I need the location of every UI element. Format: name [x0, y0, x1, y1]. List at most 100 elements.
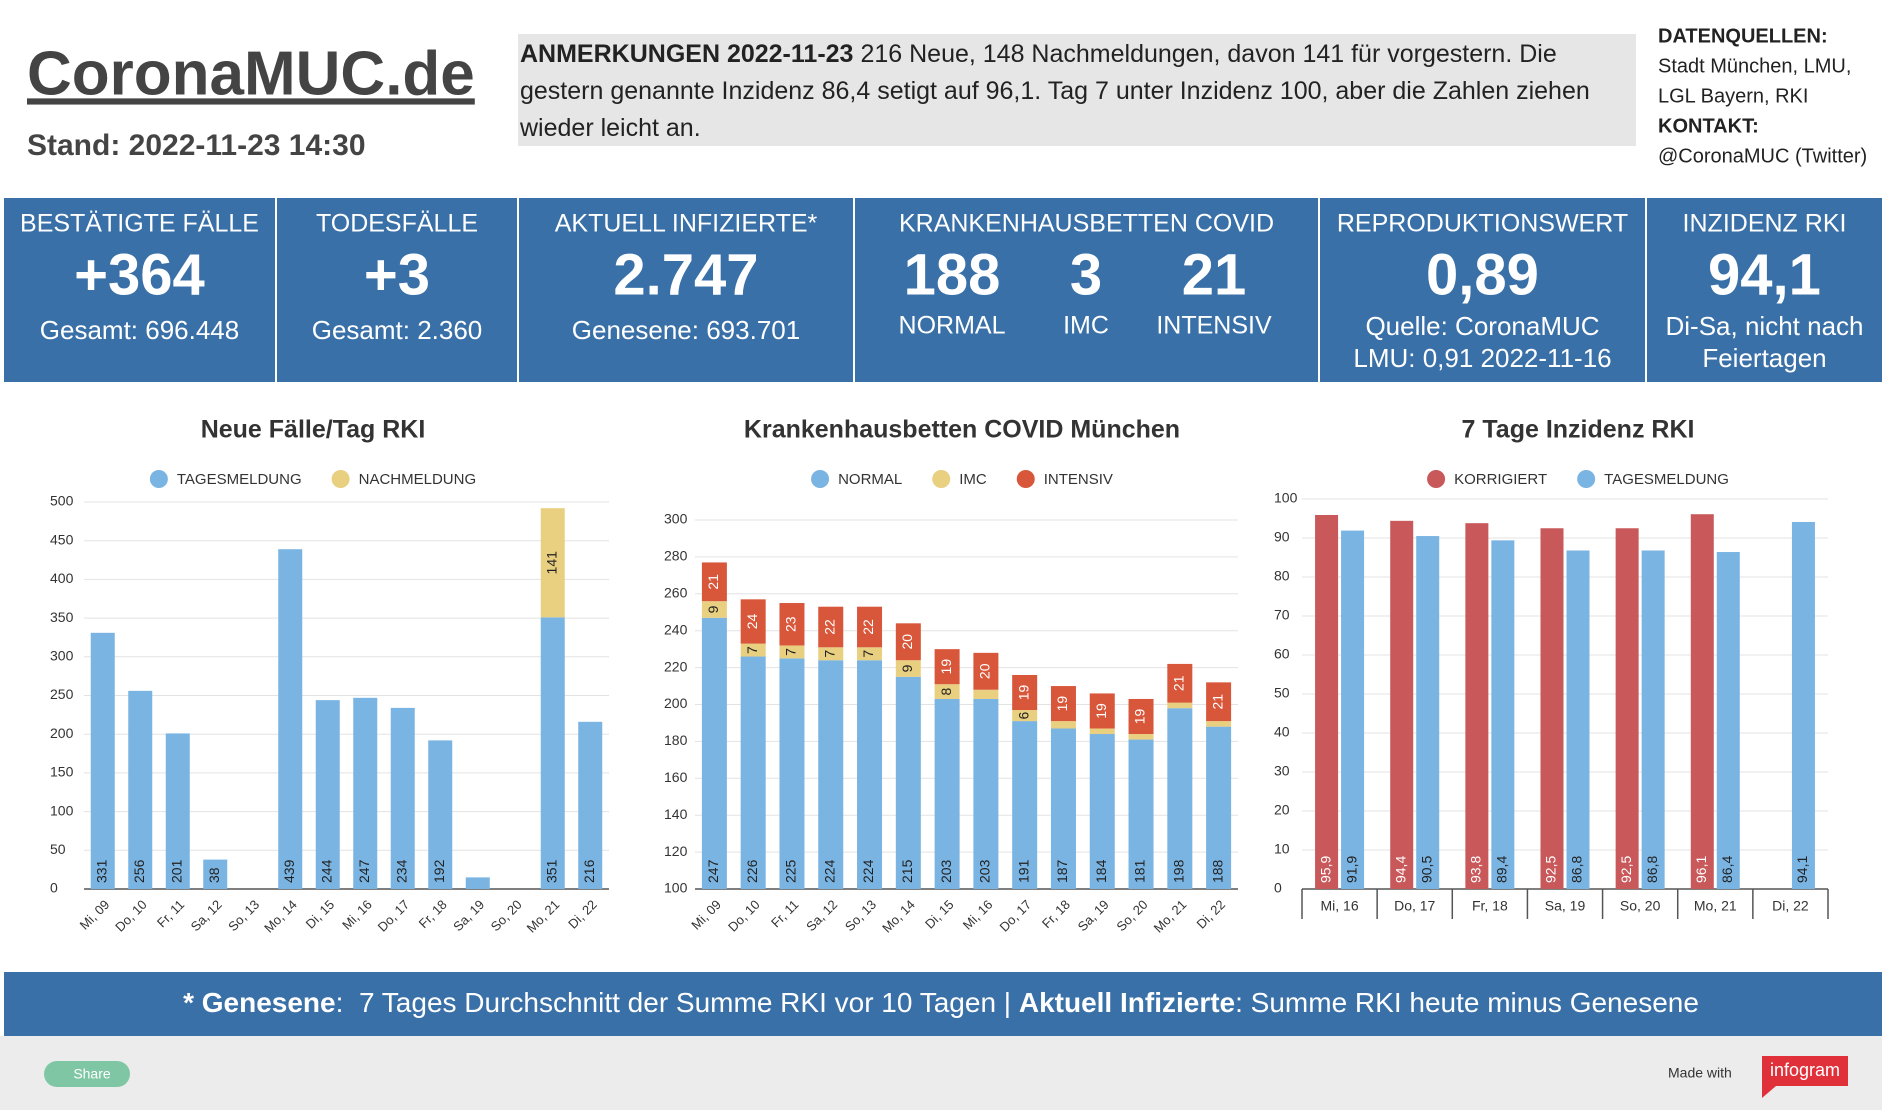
legend-label: IMC	[959, 471, 987, 488]
value-label: 19	[938, 659, 954, 675]
kpi-sub: Quelle: CoronaMUC	[1365, 311, 1599, 341]
x-tick-label: Sa, 19	[1545, 898, 1586, 914]
x-tick-label: So, 20	[1113, 897, 1150, 934]
bar	[934, 684, 960, 699]
bar	[1167, 663, 1193, 703]
value-label: 198	[1171, 859, 1187, 883]
y-tick-label: 20	[1274, 802, 1290, 818]
value-label: 22	[860, 619, 876, 635]
notes-label: ANMERKUNGEN 2022-11-23	[520, 40, 854, 68]
bar	[779, 603, 805, 646]
bar	[740, 599, 766, 644]
y-tick-label: 220	[664, 658, 688, 674]
x-tick-label: Fr, 18	[1039, 897, 1073, 931]
bar	[578, 721, 603, 889]
legend-swatch	[331, 470, 350, 488]
value-label: 7	[783, 648, 799, 656]
y-tick-label: 50	[1274, 685, 1290, 701]
bar	[934, 649, 960, 685]
value-label: 22	[821, 619, 837, 635]
value-label: 188	[1209, 859, 1225, 883]
value-label: 90,5	[1418, 856, 1434, 883]
bar	[1416, 536, 1440, 889]
value-label: 19	[1093, 703, 1109, 719]
bar	[1791, 522, 1815, 889]
sources-line: LGL Bayern, RKI	[1658, 85, 1808, 107]
bar	[128, 690, 153, 889]
site-title: CoronaMUC.de	[27, 39, 475, 108]
x-tick-label: Di, 22	[565, 897, 600, 932]
footer-band	[4, 972, 1882, 1036]
x-tick-label: So, 13	[225, 897, 262, 934]
x-tick-label: Do, 17	[997, 897, 1035, 935]
kpi-sub: Feiertagen	[1702, 343, 1826, 373]
notes-text: 216 Neue, 148 Nachmeldungen, davon 141 f…	[520, 40, 1590, 142]
legend-label: KORRIGIERT	[1454, 471, 1547, 488]
legend-swatch	[932, 470, 951, 488]
y-tick-label: 70	[1274, 607, 1290, 623]
value-label: 7	[744, 646, 760, 654]
y-tick-label: 10	[1274, 841, 1290, 857]
bar	[818, 606, 844, 648]
value-label: 19	[1054, 696, 1070, 712]
chart-title: Krankenhausbetten COVID München	[744, 416, 1180, 444]
y-tick-label: 100	[1274, 490, 1298, 506]
x-tick-label: Do, 17	[375, 897, 413, 935]
bar	[1128, 734, 1154, 740]
value-label: 89,4	[1494, 856, 1510, 883]
bar	[779, 658, 805, 889]
kpi-title: INZIDENZ RKI	[1683, 210, 1847, 238]
sources-label: DATENQUELLEN:	[1658, 25, 1828, 47]
bar	[1050, 728, 1076, 889]
y-tick-label: 300	[50, 648, 74, 664]
bar	[1050, 686, 1076, 722]
sources-line: Stadt München, LMU,	[1658, 55, 1851, 77]
kpi-title: REPRODUKTIONSWERT	[1337, 210, 1628, 238]
y-tick-label: 280	[664, 548, 688, 564]
infogram-logo[interactable]: infogram	[1762, 1056, 1848, 1098]
bar	[701, 617, 727, 889]
value-label: 19	[1132, 708, 1148, 724]
kpi-value: 0,89	[1426, 242, 1539, 307]
bar	[90, 632, 115, 889]
value-label: 24	[744, 613, 760, 629]
kpi-sub: Di-Sa, nicht nach	[1666, 311, 1864, 341]
share-button[interactable]: Share	[44, 1061, 130, 1087]
legend-label: TAGESMELDUNG	[1604, 471, 1729, 488]
kpi-title: KRANKENHAUSBETTEN COVID	[899, 210, 1274, 238]
bar	[165, 733, 190, 889]
chart-title: Neue Fälle/Tag RKI	[201, 416, 426, 444]
bar	[1690, 514, 1714, 889]
x-tick-label: Fr, 18	[1472, 898, 1508, 914]
bar	[973, 698, 999, 889]
value-label: 6	[1015, 711, 1031, 719]
x-tick-label: Do, 10	[112, 897, 150, 935]
value-label: 224	[860, 859, 876, 883]
x-tick-label: Mo, 21	[524, 897, 563, 936]
value-label: 191	[1015, 859, 1031, 883]
bar	[1465, 523, 1489, 889]
value-label: 8	[938, 687, 954, 695]
bar	[1089, 734, 1115, 889]
value-label: 225	[783, 859, 799, 883]
value-label: 95,9	[1317, 856, 1333, 883]
bar	[465, 877, 490, 889]
y-tick-label: 80	[1274, 568, 1290, 584]
bar	[973, 689, 999, 699]
value-label: 9	[705, 605, 721, 613]
value-label: 86,8	[1569, 856, 1585, 883]
value-label: 247	[356, 859, 372, 883]
x-tick-label: Fr, 18	[416, 897, 450, 931]
kpi-sub: Genesene: 693.701	[572, 315, 800, 345]
bar	[1390, 520, 1414, 889]
bar	[1089, 693, 1115, 729]
kpi-item-label: NORMAL	[899, 312, 1006, 340]
value-label: 9	[899, 664, 915, 672]
y-tick-label: 200	[50, 725, 74, 741]
legend-swatch	[1427, 470, 1446, 488]
kpi-value: 94,1	[1708, 242, 1821, 307]
legend-label: TAGESMELDUNG	[177, 471, 302, 488]
stand: Stand: 2022-11-23 14:30	[27, 129, 366, 162]
x-tick-label: Mi, 16	[960, 897, 996, 933]
y-tick-label: 200	[664, 695, 688, 711]
